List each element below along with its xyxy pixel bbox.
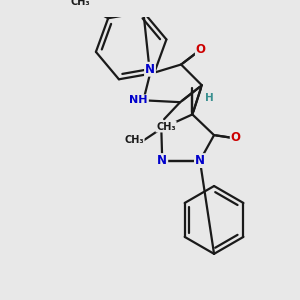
Text: N: N (195, 154, 205, 167)
Text: CH₃: CH₃ (70, 0, 90, 7)
Text: N: N (157, 154, 167, 167)
Text: CH₃: CH₃ (124, 135, 144, 145)
Text: O: O (231, 131, 241, 145)
Text: CH₃: CH₃ (156, 122, 176, 132)
Text: N: N (145, 63, 155, 76)
Text: H: H (205, 93, 214, 103)
Text: NH: NH (129, 95, 148, 105)
Text: O: O (196, 43, 206, 56)
